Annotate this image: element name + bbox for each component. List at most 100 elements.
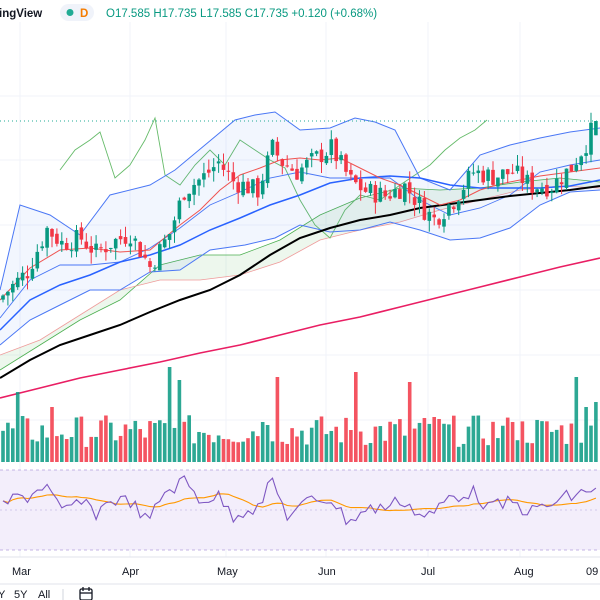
volume-bar-19 [94,436,98,462]
calendar-icon[interactable] [79,587,93,600]
range-5y-button[interactable]: 5Y [14,589,28,600]
candle-body-62 [305,159,309,168]
chart-header: ingView D O17.585 H17.735 L17.585 C17.73… [0,4,377,21]
volume-bar-47 [231,441,236,462]
candle-body-2 [11,283,15,293]
rsi-line [2,475,597,526]
candle-body-111 [545,184,549,197]
candle-body-67 [329,139,334,156]
candle-body-8 [40,246,44,249]
x-tick-label-5: Aug [514,566,534,578]
volume-bar-17 [84,446,89,462]
candle-body-95 [466,170,471,189]
volume-bar-15 [74,417,79,462]
candle-body-13 [64,243,69,250]
range-clipped-button[interactable]: Y [0,589,6,600]
candle-body-66 [324,155,329,164]
volume-bar-37 [182,421,187,462]
grid [0,22,600,557]
volume-bar-116 [569,423,574,462]
volume-bar-74 [363,444,368,462]
ma-50 [0,175,600,331]
volume-bar-14 [69,437,74,462]
candle-body-9 [45,227,49,248]
candle-body-1 [6,291,10,296]
volume-bar-67 [329,430,334,462]
volume-bar-80 [393,424,397,462]
candle-body-98 [481,170,485,183]
candle-body-110 [540,188,544,193]
volume-bar-88 [432,417,436,462]
candle-body-3 [15,277,20,288]
candle-body-0 [1,295,5,300]
volume-bar-103 [505,417,510,462]
brand-name: ingView [0,8,42,20]
volume-bar-111 [545,421,549,462]
candle-body-24 [118,236,123,240]
volume-bar-57 [280,441,285,462]
volume-bar-117 [574,377,579,462]
candle-body-69 [339,155,343,161]
volume-bar-78 [383,440,387,462]
volume-bar-109 [535,419,539,462]
candle-body-15 [74,229,79,252]
candle-body-104 [510,172,515,174]
volume-bar-82 [403,435,407,462]
volume-bar-7 [35,441,40,462]
volume-bar-1 [6,422,10,462]
interval-badge-bg[interactable] [60,4,94,21]
volume-bar-45 [221,438,226,462]
volume-bar-23 [113,440,118,462]
rsi-lines [2,475,597,526]
x-axis-clipped-label: 09 [586,566,598,578]
candle-body-87 [427,211,432,221]
volume-bar-13 [64,439,69,462]
volume-bar-68 [334,426,338,462]
candle-body-97 [476,170,481,174]
volume-bar-97 [476,415,481,462]
candle-body-112 [550,191,554,194]
candle-body-35 [172,220,177,233]
candle-body-28 [138,242,142,258]
volume-bar-39 [192,443,196,462]
candle-body-7 [35,251,40,269]
candle-body-19 [94,243,98,250]
candle-body-54 [265,155,270,184]
volume-bar-44 [216,435,221,462]
volume-bar-118 [579,442,583,462]
volume-bar-6 [30,439,35,462]
candle-body-113 [554,178,559,193]
candle-body-57 [280,159,285,166]
volume-bar-35 [172,427,177,462]
candle-body-84 [412,197,417,205]
candle-body-94 [461,189,466,199]
volume-bar-104 [510,422,515,462]
volume-bars [1,367,598,462]
volume-bar-102 [501,425,505,462]
candle-body-27 [133,238,138,241]
candle-body-61 [300,167,304,182]
volume-bar-58 [285,443,289,462]
candle-body-16 [79,227,84,240]
candle-body-100 [491,169,495,185]
range-all-button[interactable]: All [38,589,50,600]
status-dot-icon [66,9,74,16]
volume-bar-24 [118,435,123,462]
volume-bar-85 [417,422,422,462]
volume-bar-36 [177,380,182,462]
candle-body-78 [383,190,387,197]
candle-body-31 [153,267,157,269]
candle-body-60 [295,168,299,180]
volume-bar-29 [143,437,147,462]
volume-bar-119 [584,407,588,462]
volume-bar-5 [25,418,30,462]
cloud-span-b [0,185,600,356]
volume-bar-61 [300,430,304,462]
candle-body-103 [505,169,510,175]
volume-bar-64 [314,420,319,462]
candle-body-77 [378,187,383,202]
x-tick-label-0: Mar [12,566,31,578]
volume-bar-73 [358,431,363,462]
volume-bar-65 [319,416,324,462]
